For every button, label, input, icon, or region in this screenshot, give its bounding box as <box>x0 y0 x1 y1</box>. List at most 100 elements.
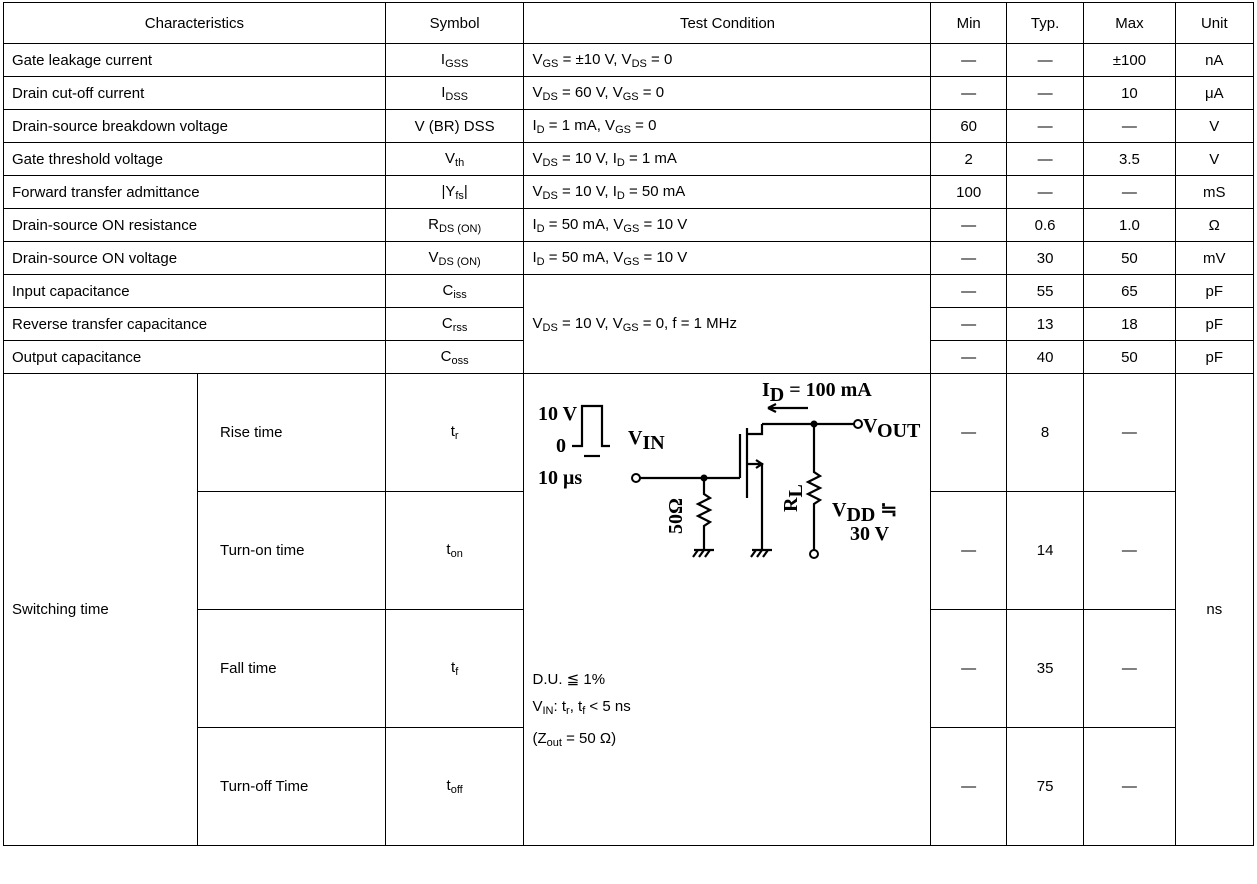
note: (Zout = 50 Ω) <box>532 725 922 757</box>
text-part: C <box>442 281 454 299</box>
characteristic: Gate leakage current <box>3 43 386 77</box>
subscript: GS <box>615 123 631 136</box>
subscript: DS <box>631 57 647 70</box>
typ: 0.6 <box>1005 208 1085 242</box>
subscript: IN <box>542 705 554 717</box>
subscript: on <box>450 548 463 560</box>
unit: pF <box>1174 307 1255 341</box>
text-part: R <box>428 215 439 233</box>
supply-label: VDD ≒ <box>832 499 897 526</box>
text-part: C <box>441 314 453 332</box>
characteristic: Drain cut-off current <box>3 76 386 110</box>
column-header: Symbol <box>384 2 525 44</box>
subscript: GS <box>623 222 640 235</box>
text-part: |Y <box>441 182 456 200</box>
column-header: Unit <box>1174 2 1255 44</box>
typ: — <box>1005 109 1085 143</box>
min: 2 <box>930 142 1007 176</box>
text-part: V <box>532 149 543 167</box>
test-condition: VDS = 10 V, ID = 50 mA <box>523 175 932 209</box>
text-part: | <box>463 182 468 200</box>
output-label: VOUT <box>863 415 921 442</box>
symbol: VDS (ON) <box>384 241 525 275</box>
load-label: RL <box>780 484 807 512</box>
subscript: th <box>455 156 465 169</box>
text-part: t <box>451 659 456 676</box>
min: — <box>930 373 1007 492</box>
text-part: C <box>440 347 452 365</box>
characteristic: Output capacitance <box>3 340 386 374</box>
subscript: DS <box>542 189 558 202</box>
subscript: off <box>450 784 463 796</box>
typ: 40 <box>1005 340 1085 374</box>
text-part: = 0 <box>646 50 673 68</box>
text-part: = ±10 V, V <box>558 50 632 68</box>
subscript: D <box>616 189 625 202</box>
text-part: I <box>440 50 446 68</box>
subscript: fs <box>455 189 464 202</box>
spec-row: Gate threshold voltage Vth VDS = 10 V, ID … <box>3 142 1255 176</box>
unit: V <box>1174 109 1255 143</box>
text-part: = 10 V <box>639 248 688 266</box>
switching-row: Turn-on time ton —14— <box>4 491 1254 610</box>
symbol: tr <box>384 373 525 492</box>
characteristic: Input capacitance <box>3 274 386 308</box>
text-part: V <box>445 149 456 167</box>
mosfet <box>739 424 765 550</box>
ground <box>750 548 773 558</box>
text-part: I <box>532 248 537 266</box>
text-part: I <box>441 83 446 101</box>
min: 60 <box>930 109 1007 143</box>
text-part: = 10 V, V <box>557 314 623 332</box>
switching-name: Rise time <box>196 373 386 492</box>
supply-node <box>809 549 820 559</box>
subscript: DS (ON) <box>438 255 481 268</box>
text-part: , t <box>569 698 583 715</box>
subscript: D <box>536 222 545 235</box>
wire <box>806 424 823 550</box>
pulse <box>572 404 611 448</box>
min: — <box>930 340 1007 374</box>
max: — <box>1083 175 1176 209</box>
subscript: L <box>785 484 807 497</box>
column-header: Typ. <box>1005 2 1085 44</box>
symbol: IGSS <box>384 43 525 77</box>
unit: mV <box>1174 241 1255 275</box>
test-condition: VDS = 60 V, VGS = 0 <box>523 76 932 110</box>
test-condition: VGS = ±10 V, VDS = 0 <box>523 43 932 77</box>
subscript: DS <box>542 90 558 103</box>
text-part: V <box>532 182 543 200</box>
symbol: Coss <box>384 340 525 374</box>
max: — <box>1083 373 1176 492</box>
symbol: |Yfs| <box>384 175 525 209</box>
typ: — <box>1005 142 1085 176</box>
typ: — <box>1005 43 1085 77</box>
pulse-low: 0 <box>556 435 566 457</box>
text-part: I <box>532 116 537 134</box>
max: 18 <box>1083 307 1176 341</box>
typ: 14 <box>1005 491 1085 610</box>
text-part: V <box>532 83 543 101</box>
spec-row: Input capacitance Ciss VDS = 10 V, VGS = 0… <box>3 274 1255 374</box>
subscript: D <box>770 384 784 406</box>
test-condition: ID = 50 mA, VGS = 10 V <box>523 241 932 275</box>
subscript: GS <box>623 255 640 268</box>
typ: 75 <box>1005 727 1085 846</box>
column-header: Characteristics <box>3 2 386 44</box>
min: — <box>930 241 1007 275</box>
max: 10 <box>1083 76 1176 110</box>
characteristic: Forward transfer admittance <box>3 175 386 209</box>
min: — <box>930 727 1007 846</box>
symbol: Crss <box>384 307 525 341</box>
text-part: = 50 mA, V <box>544 248 624 266</box>
spec-row: Reverse transfer capacitance Crss —13 18 pF <box>3 307 1255 341</box>
spec-row: Drain cut-off current IDSS VDS = 60 V, VGS… <box>3 76 1255 110</box>
ground <box>692 548 715 558</box>
input-label: VIN <box>628 427 665 454</box>
subscript: DS <box>542 321 558 334</box>
subscript: iss <box>453 288 467 301</box>
switching-row: Turn-off Time toff —75— <box>4 727 1254 846</box>
pulse-width: 10 μs <box>538 467 582 489</box>
typ: 55 <box>1005 274 1085 308</box>
text-part: = 1 mA <box>624 149 677 167</box>
